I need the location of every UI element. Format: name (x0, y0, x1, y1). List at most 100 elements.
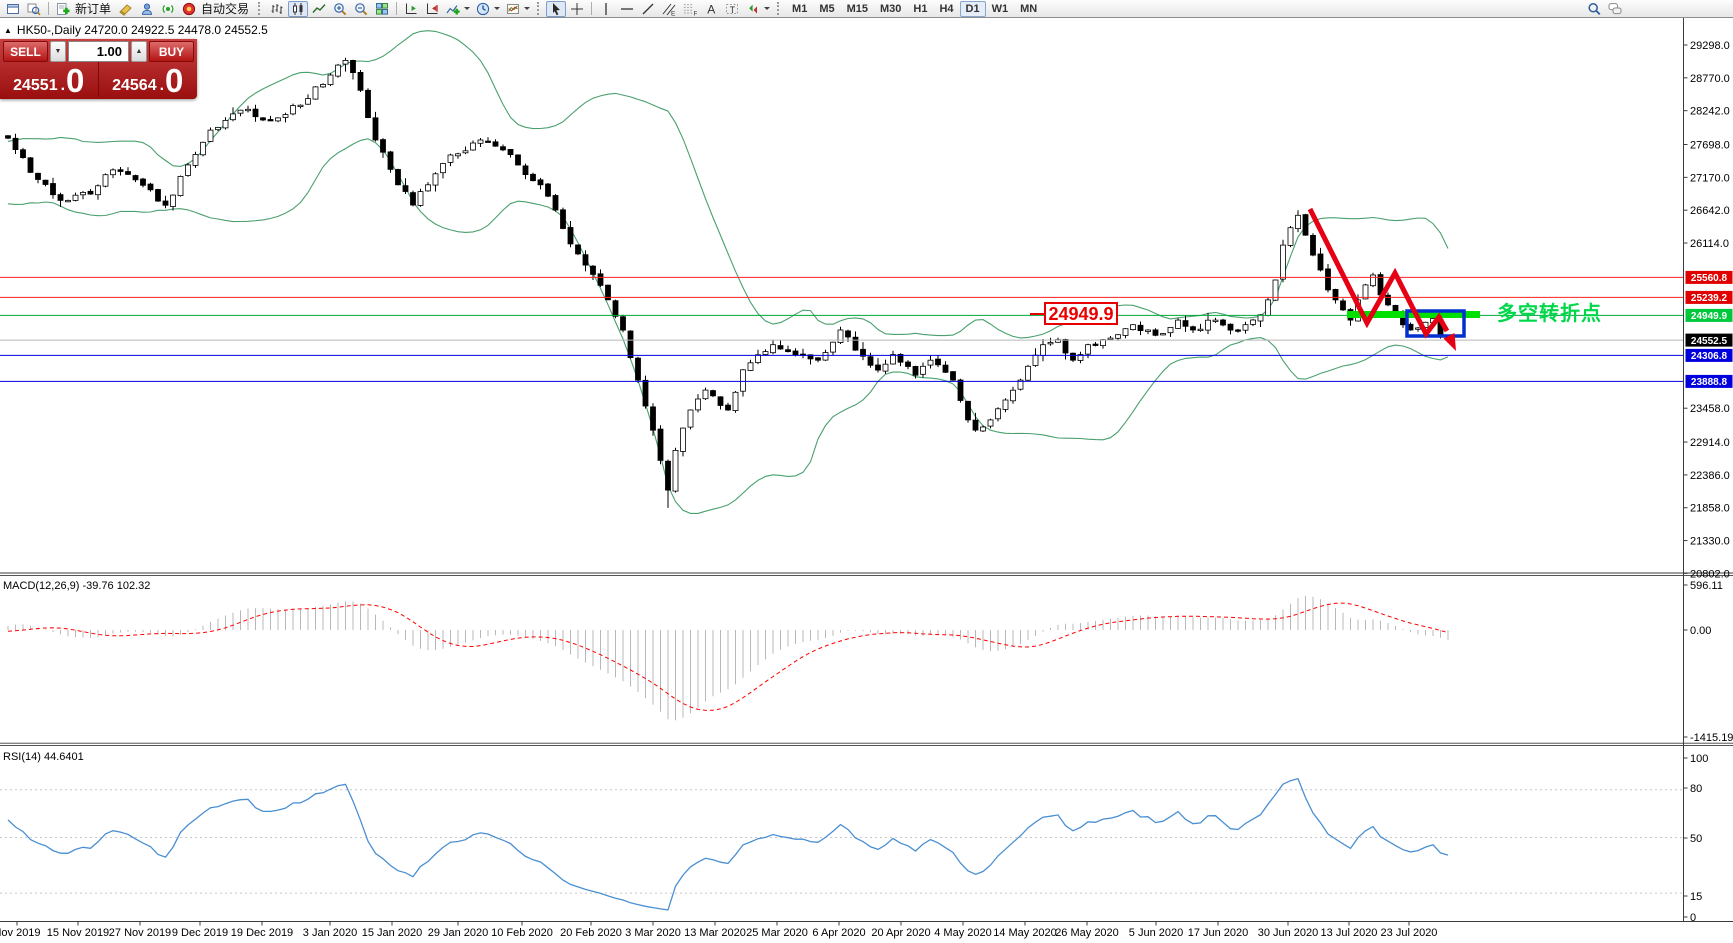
trend-arrow[interactable] (1307, 207, 1450, 339)
price-tick-label: 26642.0 (1690, 205, 1730, 217)
tile-windows-icon[interactable] (372, 1, 392, 17)
sell-price[interactable]: 24551. 0 (0, 62, 99, 97)
chat-icon[interactable] (1605, 1, 1625, 17)
sell-button[interactable]: SELL (3, 41, 48, 62)
timeframe-m1[interactable]: M1 (792, 2, 808, 15)
cursor-icon[interactable] (546, 0, 567, 17)
price-tick-label: 22386.0 (1690, 470, 1730, 482)
svg-text:F: F (694, 10, 697, 15)
timeframe-h4[interactable]: H4 (939, 2, 954, 15)
volume-decrease-button[interactable]: ▼ (50, 41, 66, 62)
signal-service-icon[interactable] (158, 1, 178, 17)
line-chart-icon[interactable] (309, 1, 329, 17)
trade-prices-row: 24551. 0 24564. 0 (0, 62, 197, 97)
date-label: 5 Jun 2020 (1129, 927, 1183, 939)
chart-shift-icon[interactable] (422, 1, 442, 17)
date-label: 19 Dec 2019 (231, 927, 293, 939)
vertical-line-icon[interactable] (596, 1, 616, 17)
toolbar-grip (258, 2, 262, 15)
text-icon[interactable]: A (701, 1, 721, 17)
date-label: 27 Nov 2019 (109, 927, 171, 939)
text-label-icon[interactable]: T (722, 1, 742, 17)
turning-point-annotation: 多空转折点 (1497, 303, 1602, 325)
svg-text:A: A (707, 2, 715, 16)
volume-input[interactable]: 1.00 (68, 41, 129, 62)
fibonacci-icon[interactable]: F (680, 1, 700, 17)
macd-tick-label: 596.11 (1690, 580, 1723, 592)
price-callout-box: 24949.9 (1044, 302, 1118, 325)
arrows-dropdown-arrow[interactable] (764, 7, 771, 10)
timeframe-toolbar: M1 M5 M15 M30 H1 H4 D1 W1 MN (786, 0, 1043, 17)
indicators-icon[interactable] (443, 1, 463, 17)
rsi-tick-label: 0 (1690, 912, 1696, 924)
date-label: 25 Mar 2020 (746, 927, 808, 939)
price-badge-label: 24306.8 (1691, 351, 1728, 362)
rsi-line (7, 777, 1449, 911)
candlestick-chart-icon[interactable] (288, 0, 309, 17)
bar-chart-icon[interactable] (267, 1, 287, 17)
rsi-tick-label: 100 (1690, 753, 1708, 765)
bollinger-bands (7, 30, 1449, 514)
auto-scroll-icon[interactable] (401, 1, 421, 17)
chart-window-icon[interactable] (3, 1, 23, 17)
date-label: 9 Dec 2019 (172, 927, 228, 939)
market-watch-window-icon[interactable] (24, 1, 44, 17)
date-label: 4 May 2020 (934, 927, 991, 939)
buy-price[interactable]: 24564. 0 (99, 62, 198, 97)
zoom-out-icon[interactable] (351, 1, 371, 17)
buy-button[interactable]: BUY (149, 41, 194, 62)
new-order-icon[interactable] (53, 1, 73, 17)
arrows-icon[interactable] (743, 1, 763, 17)
symbol-ohlc-text: HK50-,Daily 24720.0 24922.5 24478.0 2455… (16, 23, 268, 37)
periods-icon[interactable] (473, 1, 493, 17)
trend-arrow-head (1443, 333, 1456, 351)
terminal-window-icon[interactable] (137, 1, 157, 17)
search-icon[interactable] (1584, 1, 1604, 17)
price-axis: 29298.0 28770.0 28242.0 27698.0 27170.0 26642… (1683, 40, 1733, 924)
timeframe-w1[interactable]: W1 (991, 2, 1009, 15)
date-label: 23 Jul 2020 (1381, 927, 1438, 939)
candles-layer (5, 57, 1451, 508)
sell-price-dot: . (60, 77, 66, 94)
price-badge (1685, 270, 1733, 284)
timeframe-m15[interactable]: M15 (846, 2, 868, 15)
crosshair-icon[interactable] (567, 1, 587, 17)
volume-increase-button[interactable]: ▲ (131, 41, 147, 62)
trendline-icon[interactable] (638, 1, 658, 17)
equidistant-channel-icon[interactable]: E (659, 1, 679, 17)
consolidation-box[interactable] (1405, 309, 1466, 338)
timeframe-mn[interactable]: MN (1020, 2, 1038, 15)
chart-annotations (1030, 207, 1480, 351)
chart-trade-icon[interactable] (116, 1, 136, 17)
timeframe-m30[interactable]: M30 (880, 2, 902, 15)
collapse-triangle-icon[interactable]: ▲ (4, 26, 12, 35)
price-badge (1685, 308, 1733, 322)
date-label: 26 May 2020 (1055, 927, 1119, 939)
indicators-dropdown-arrow[interactable] (464, 7, 471, 10)
timeframe-m5[interactable]: M5 (819, 2, 835, 15)
zoom-in-icon[interactable] (330, 1, 350, 17)
timeframe-h1[interactable]: H1 (913, 2, 928, 15)
price-tick-label: 23458.0 (1690, 403, 1730, 415)
sell-price-big-digit: 0 (66, 61, 85, 99)
new-order-label[interactable]: 新订单 (75, 2, 112, 16)
buy-price-dot: . (159, 77, 165, 94)
toolbar-separator (591, 2, 593, 15)
price-tick-label: 28770.0 (1690, 73, 1730, 85)
rsi-indicator-label: RSI(14) 44.6401 (3, 751, 84, 763)
auto-trading-label[interactable]: 自动交易 (201, 2, 250, 16)
price-badge (1685, 333, 1733, 347)
date-label: 3 Mar 2020 (625, 927, 681, 939)
date-label: 15 Nov 2019 (47, 927, 109, 939)
toolbar-separator (396, 2, 398, 15)
timeframe-d1[interactable]: D1 (959, 0, 986, 17)
rsi-panel (0, 777, 1683, 911)
horizontal-line-icon[interactable] (617, 1, 637, 17)
periods-dropdown-arrow[interactable] (494, 7, 501, 10)
price-tick-label: 21858.0 (1690, 503, 1730, 515)
templates-icon[interactable] (503, 1, 523, 17)
templates-dropdown-arrow[interactable] (524, 7, 531, 10)
price-tick-label: 29298.0 (1690, 40, 1730, 52)
auto-trading-icon[interactable] (179, 1, 199, 17)
